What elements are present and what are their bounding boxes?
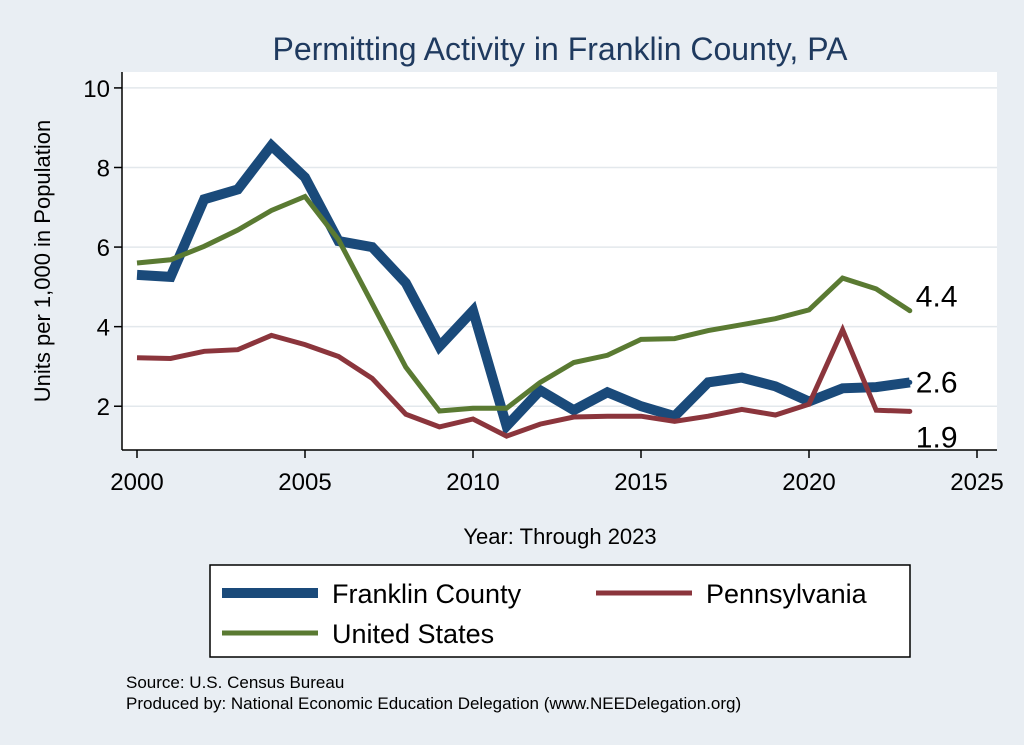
x-tick-label-2020: 2020 <box>782 469 835 496</box>
y-axis-label: Units per 1,000 in Population <box>30 120 55 403</box>
x-axis-ticks: 2000 2005 2010 2015 2020 2025 <box>110 450 1004 496</box>
end-label-pennsylvania: 1.9 <box>916 421 958 454</box>
y-axis-ticks: 2 4 6 8 10 <box>83 76 122 421</box>
legend-label-pennsylvania: Pennsylvania <box>706 579 868 609</box>
series-end-point-pennsylvania <box>907 408 913 414</box>
x-tick-label-2005: 2005 <box>278 469 331 496</box>
producer-note: Produced by: National Economic Education… <box>126 694 741 713</box>
legend-label-united-states: United States <box>332 619 494 649</box>
gridlines <box>122 87 997 407</box>
series-lines <box>136 138 913 439</box>
x-axis-label: Year: Through 2023 <box>463 524 656 549</box>
series-end-point-united-states <box>907 308 913 314</box>
legend: Franklin County Pennsylvania United Stat… <box>209 564 911 658</box>
x-tick-label-2010: 2010 <box>446 469 499 496</box>
y-tick-label-10: 10 <box>83 76 110 103</box>
series-line-united-states <box>136 193 912 414</box>
legend-label-franklin-county: Franklin County <box>332 579 522 609</box>
x-tick-label-2025: 2025 <box>950 469 1003 496</box>
series-end-point-franklin-county <box>907 379 913 385</box>
x-tick-label-2015: 2015 <box>614 469 667 496</box>
source-note: Source: U.S. Census Bureau <box>126 673 344 692</box>
y-tick-label-2: 2 <box>97 394 110 421</box>
legend-box <box>209 564 911 658</box>
end-label-united-states: 4.4 <box>916 281 958 314</box>
x-tick-label-2000: 2000 <box>110 469 163 496</box>
chart-title: Permitting Activity in Franklin County, … <box>272 31 848 67</box>
axes <box>121 72 997 451</box>
y-tick-label-8: 8 <box>97 155 110 182</box>
series-line-pennsylvania <box>136 323 910 439</box>
y-tick-label-6: 6 <box>97 235 110 262</box>
plot-area <box>122 72 997 450</box>
y-tick-label-4: 4 <box>97 315 110 342</box>
series-line-franklin-county <box>136 138 911 436</box>
end-label-franklin-county: 2.6 <box>916 366 958 399</box>
